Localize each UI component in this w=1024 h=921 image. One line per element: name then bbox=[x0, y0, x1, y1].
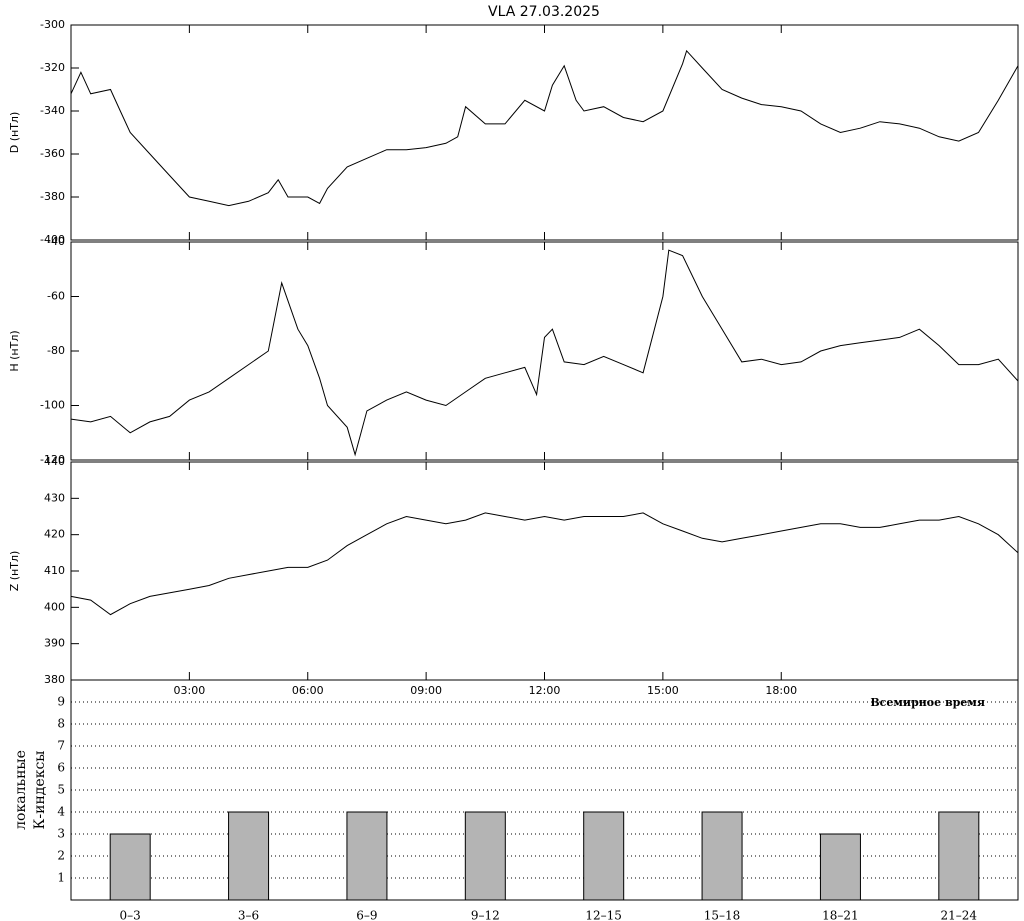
y-axis-label: К-индексы bbox=[32, 751, 48, 830]
x-tick-label: 9–12 bbox=[471, 909, 500, 921]
x-tick-label: 0–3 bbox=[120, 909, 141, 921]
y-tick-label: -380 bbox=[40, 190, 65, 203]
x-tick-label: 15–18 bbox=[704, 909, 741, 921]
y-tick-label: 3 bbox=[57, 827, 65, 841]
y-tick-label: -60 bbox=[47, 290, 65, 303]
y-axis-label: Z (нТл) bbox=[8, 551, 21, 592]
bar bbox=[228, 811, 270, 901]
y-tick-label: -40 bbox=[47, 235, 65, 248]
y-tick-label: 9 bbox=[57, 695, 65, 709]
x-tick-label: 3–6 bbox=[238, 909, 259, 921]
x-tick-label: 18:00 bbox=[765, 684, 797, 697]
plot-frame bbox=[70, 241, 1019, 461]
y-tick-label: 4 bbox=[57, 805, 65, 819]
y-tick-label: -340 bbox=[40, 104, 65, 117]
y-tick-label: -400 bbox=[40, 233, 65, 246]
y-tick-label: 410 bbox=[44, 564, 65, 577]
x-tick-label: 21–24 bbox=[941, 909, 978, 921]
bar bbox=[464, 811, 506, 901]
y-tick-label: -100 bbox=[40, 399, 65, 412]
bar bbox=[819, 833, 861, 901]
bar bbox=[701, 811, 743, 901]
y-tick-label: -300 bbox=[40, 18, 65, 31]
plot-frame bbox=[70, 24, 1019, 241]
y-axis-label: H (нТл) bbox=[8, 330, 21, 371]
bar bbox=[346, 811, 388, 901]
data-line bbox=[70, 249, 1019, 457]
y-tick-label: -360 bbox=[40, 147, 65, 160]
y-axis-label: локальные bbox=[13, 750, 29, 830]
y-tick-label: 420 bbox=[44, 528, 65, 541]
x-tick-label: 12:00 bbox=[529, 684, 561, 697]
y-tick-label: 6 bbox=[57, 761, 65, 775]
x-tick-label: 09:00 bbox=[410, 684, 442, 697]
x-tick-label: 18–21 bbox=[822, 909, 859, 921]
y-tick-label: 430 bbox=[44, 491, 65, 504]
x-tick-label: 6–9 bbox=[356, 909, 377, 921]
chart-title: VLA 27.03.2025 bbox=[488, 4, 600, 20]
y-tick-label: 400 bbox=[44, 600, 65, 613]
y-axis-label: D (нТл) bbox=[8, 112, 21, 154]
x-tick-label: 12–15 bbox=[585, 909, 622, 921]
plot-frame bbox=[70, 461, 1019, 681]
y-tick-label: -320 bbox=[40, 61, 65, 74]
y-tick-label: 380 bbox=[44, 673, 65, 686]
x-tick-label: 06:00 bbox=[292, 684, 324, 697]
y-tick-label: -80 bbox=[47, 344, 65, 357]
y-tick-label: 5 bbox=[57, 783, 65, 797]
data-line bbox=[70, 512, 1019, 616]
x-tick-label: 15:00 bbox=[647, 684, 679, 697]
y-tick-label: -120 bbox=[40, 453, 65, 466]
y-tick-label: 7 bbox=[57, 739, 65, 753]
y-tick-label: 1 bbox=[57, 871, 65, 885]
y-tick-label: 8 bbox=[57, 717, 65, 731]
bar bbox=[109, 833, 151, 901]
y-tick-label: 440 bbox=[44, 455, 65, 468]
x-tick-label: 03:00 bbox=[174, 684, 206, 697]
data-line bbox=[70, 49, 1019, 207]
y-tick-label: 2 bbox=[57, 849, 65, 863]
bar bbox=[583, 811, 625, 901]
y-tick-label: 390 bbox=[44, 637, 65, 650]
bar bbox=[938, 811, 980, 901]
